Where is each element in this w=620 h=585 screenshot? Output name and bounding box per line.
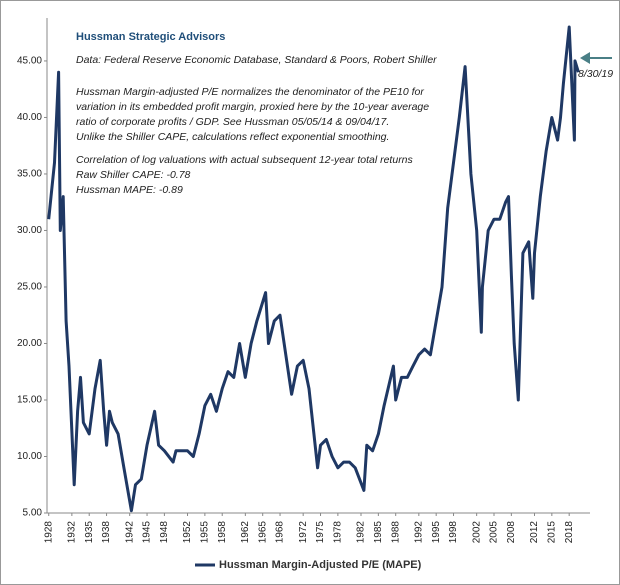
annotation: Data: Federal Reserve Economic Database,… <box>76 54 437 66</box>
x-tick-label: 2002 <box>471 521 482 544</box>
x-tick-label: 1965 <box>257 521 268 544</box>
x-tick-label: 1958 <box>217 521 228 544</box>
x-tick-label: 1952 <box>182 521 193 544</box>
x-tick-label: 1948 <box>159 521 170 544</box>
annotation: ratio of corporate profits / GDP. See Hu… <box>76 116 389 128</box>
y-tick-label: 25.00 <box>17 282 42 293</box>
x-tick-label: 2008 <box>506 521 517 544</box>
x-tick-label: 1962 <box>240 521 251 544</box>
y-tick-label: 40.00 <box>17 112 42 123</box>
annotation: Correlation of log valuations with actua… <box>76 154 414 166</box>
x-tick-label: 2012 <box>529 521 540 544</box>
annotation: Hussman MAPE: -0.89 <box>76 184 183 196</box>
data-line <box>47 25 580 513</box>
x-tick-label: 1942 <box>124 521 135 544</box>
x-tick-label: 1938 <box>101 521 112 544</box>
arrow-label: 8/30/19 <box>578 68 613 80</box>
y-tick-label: 35.00 <box>17 169 42 180</box>
y-tick-label: 5.00 <box>23 508 43 519</box>
y-tick-label: 30.00 <box>17 225 42 236</box>
arrow-head <box>580 52 590 64</box>
annotation: Unlike the Shiller CAPE, calculations re… <box>76 131 389 143</box>
x-tick-label: 1975 <box>315 521 326 544</box>
x-tick-label: 2015 <box>546 521 557 544</box>
x-tick-label: 1995 <box>431 521 442 544</box>
x-tick-label: 1992 <box>413 521 424 544</box>
y-tick-label: 10.00 <box>17 451 42 462</box>
x-tick-label: 1968 <box>275 521 286 544</box>
x-tick-label: 1935 <box>84 521 95 544</box>
legend-label: Hussman Margin-Adjusted P/E (MAPE) <box>219 559 422 571</box>
x-tick-label: 1998 <box>448 521 459 544</box>
x-tick-label: 1945 <box>142 521 153 544</box>
x-tick-label: 1988 <box>390 521 401 544</box>
x-tick-label: 1982 <box>356 521 367 544</box>
x-tick-label: 1985 <box>373 521 384 544</box>
x-tick-label: 2005 <box>489 521 500 544</box>
x-tick-label: 1955 <box>200 521 211 544</box>
y-tick-label: 45.00 <box>17 56 42 67</box>
annotation: Hussman Margin-adjusted P/E normalizes t… <box>76 86 424 98</box>
x-tick-label: 1978 <box>333 521 344 544</box>
x-tick-label: 1928 <box>43 521 54 544</box>
annotation: variation in its embedded profit margin,… <box>76 101 429 113</box>
y-tick-label: 15.00 <box>17 395 42 406</box>
x-tick-label: 2018 <box>564 521 575 544</box>
y-tick-label: 20.00 <box>17 338 42 349</box>
x-tick-label: 1932 <box>67 521 78 544</box>
annotation: Raw Shiller CAPE: -0.78 <box>76 169 191 181</box>
x-tick-label: 1972 <box>298 521 309 544</box>
chart-title: Hussman Strategic Advisors <box>76 31 225 43</box>
